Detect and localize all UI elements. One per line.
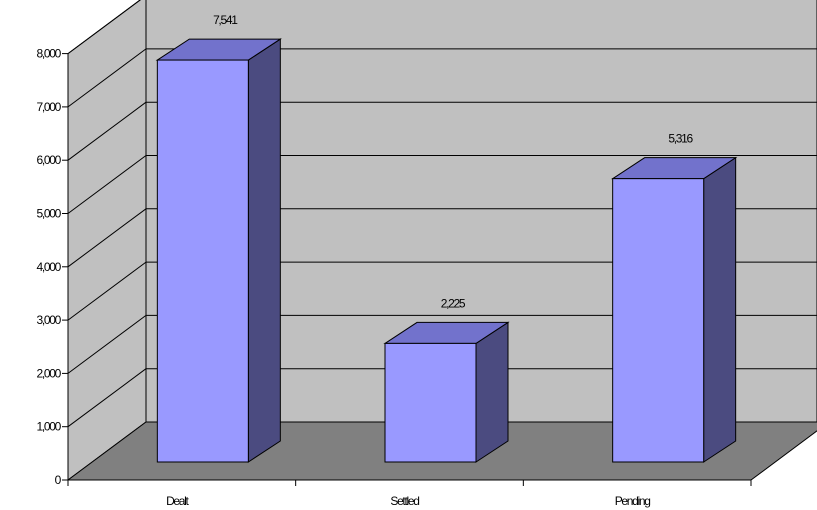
y-tick-label-1: 1,000 xyxy=(36,420,61,434)
y-tick-label-2: 2,000 xyxy=(36,366,61,380)
bar-side-0 xyxy=(247,38,281,463)
bar-front-1 xyxy=(384,342,477,463)
y-tick-label-8: 8,000 xyxy=(36,47,61,61)
gridline-side-3 xyxy=(67,261,147,321)
gridline-side-4 xyxy=(67,208,147,268)
y-tick-label-0: 0 xyxy=(55,473,62,487)
gridline-side-7 xyxy=(67,48,147,108)
category-label-1: Settled xyxy=(390,494,419,508)
data-label-2: 5,316 xyxy=(668,132,693,146)
bar-front-2 xyxy=(612,178,705,463)
category-label-2: Pending xyxy=(615,494,651,508)
gridline-side-1 xyxy=(67,368,147,428)
y-axis-ticks: 0 1,000 2,000 3,000 4,000 5,000 6,000 7,000 8,00… xyxy=(36,47,68,487)
bar-side-1 xyxy=(475,321,509,463)
bar-dealt xyxy=(155,38,283,463)
y-tick-label-7: 7,000 xyxy=(36,100,61,114)
bar-side-2 xyxy=(703,156,737,463)
category-label-0: Dealt xyxy=(166,494,189,508)
y-tick-label-4: 4,000 xyxy=(36,260,61,274)
gridline-side-6 xyxy=(67,101,147,161)
bar-front-0 xyxy=(156,59,249,463)
side-wall xyxy=(67,0,147,481)
gridline-side-8 xyxy=(67,0,141,55)
gridline-side-5 xyxy=(67,155,147,214)
gridline-side-2 xyxy=(67,314,147,374)
y-tick-label-3: 3,000 xyxy=(36,313,61,327)
y-tick-label-6: 6,000 xyxy=(36,153,61,167)
bars xyxy=(155,38,738,463)
data-label-0: 7,541 xyxy=(213,13,238,27)
data-label-1: 2,225 xyxy=(441,296,466,310)
bar-settled xyxy=(383,321,510,463)
labels: 7,541 Dealt 2,225 Settled 5,316 Pending xyxy=(166,13,695,508)
bar-pending xyxy=(610,156,738,463)
y-tick-label-5: 5,000 xyxy=(36,207,61,221)
